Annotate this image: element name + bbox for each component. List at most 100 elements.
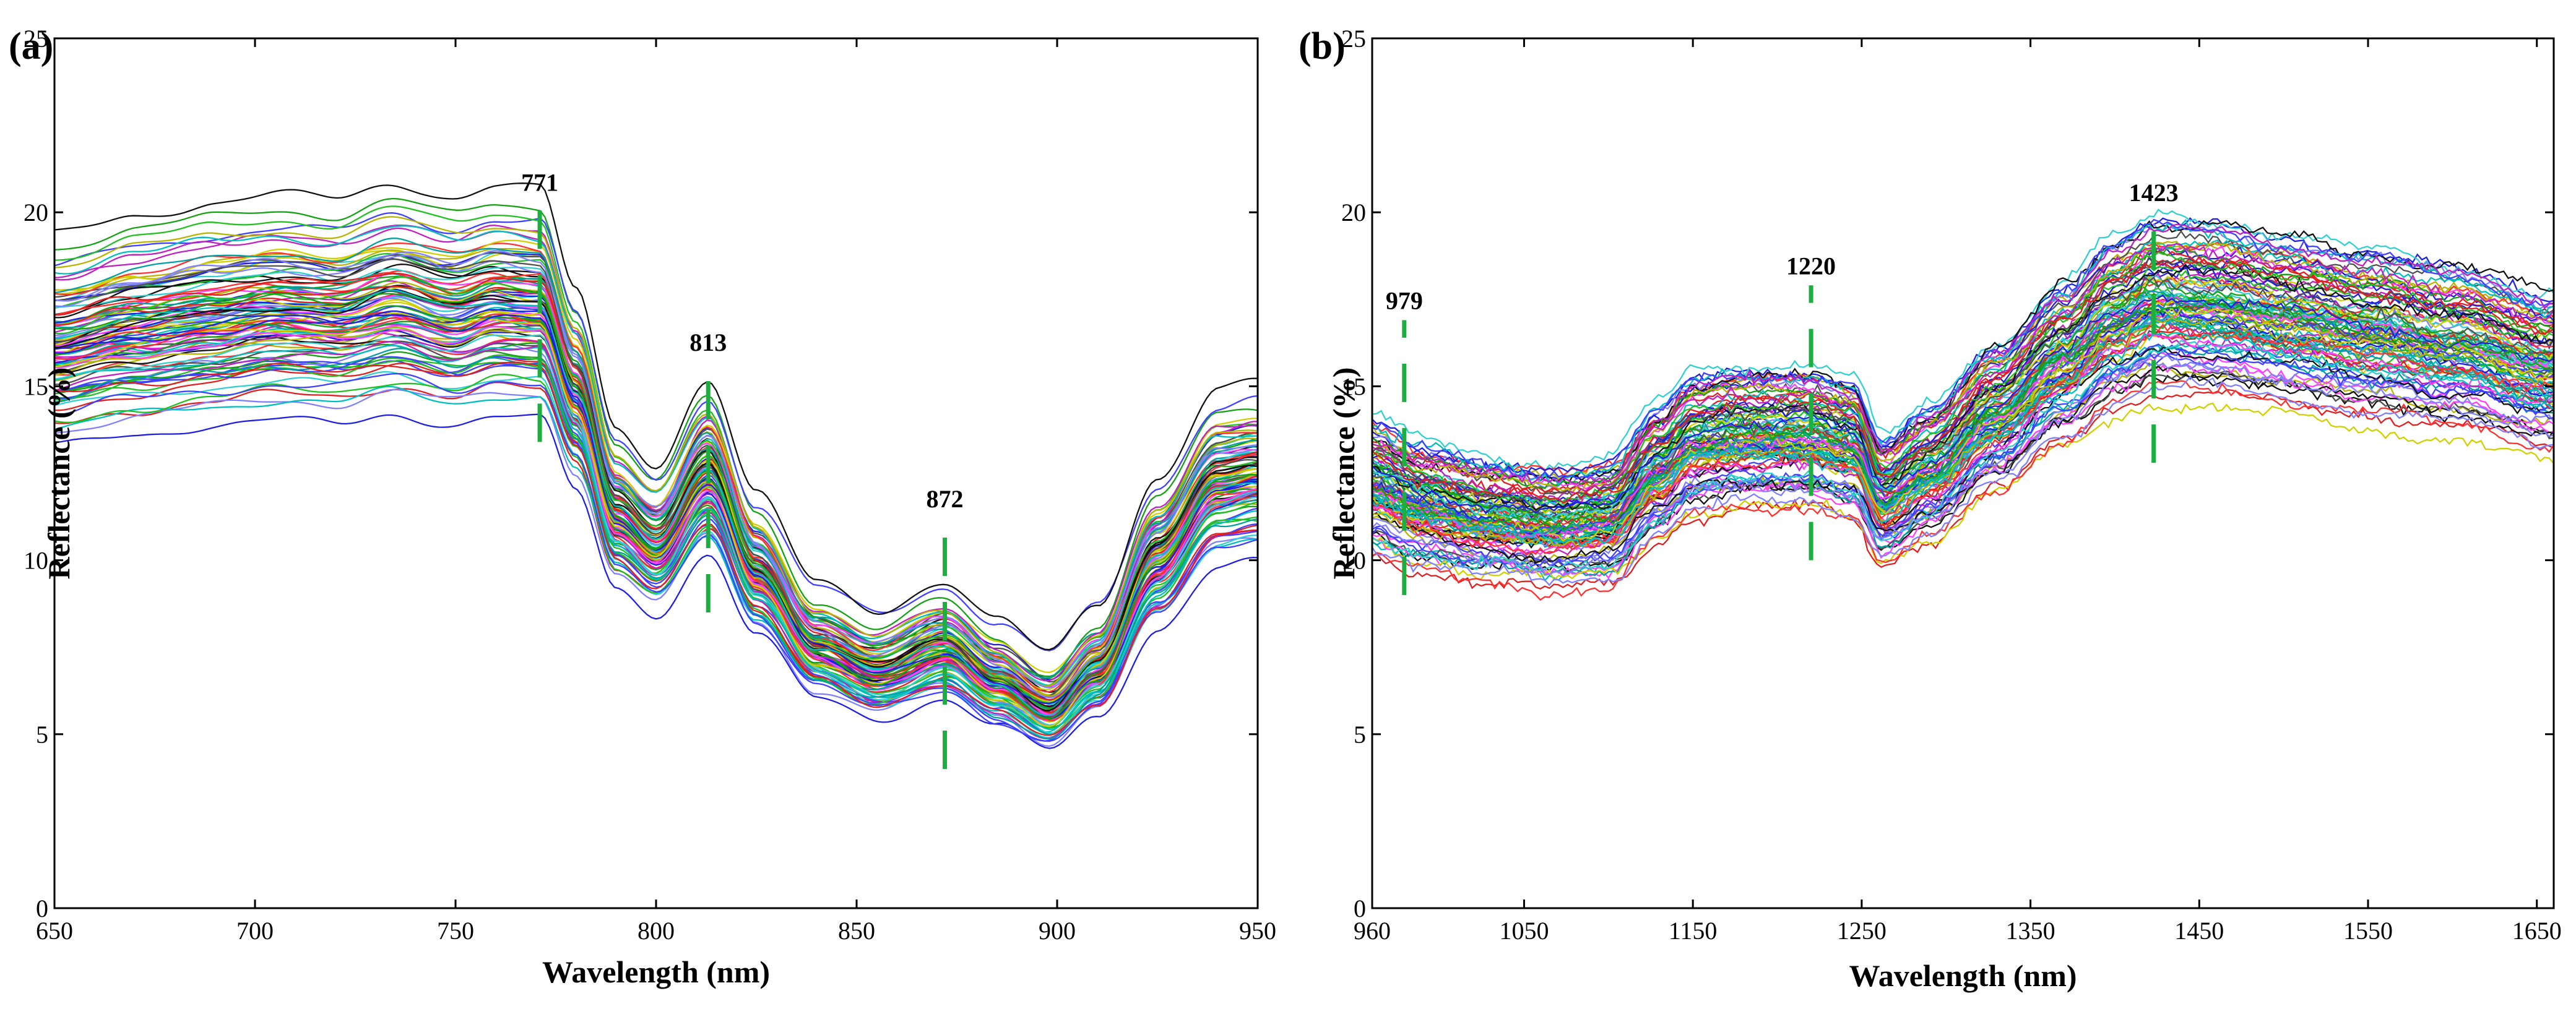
spectrum-line-a-47	[54, 389, 1258, 747]
spectrum-line-b-85	[1372, 223, 2554, 485]
spectrum-line-a-53	[54, 224, 1258, 682]
spectrum-line-a-49	[54, 291, 1258, 701]
y-axis-label-a: Reflectance (%)	[41, 367, 76, 580]
spectrum-line-b-11	[1372, 208, 2554, 473]
x-axis-label-a: Wavelength (nm)	[542, 955, 770, 989]
y-tick-label-b-4: 20	[1341, 199, 1366, 226]
spectrum-line-a-17	[54, 252, 1258, 681]
y-tick-label-a-4: 20	[24, 199, 48, 226]
spectrum-line-a-13	[54, 250, 1258, 690]
spectrum-line-b-41	[1372, 276, 2554, 528]
x-tick-label-a-5: 900	[1039, 917, 1076, 945]
spectrum-line-b-75	[1372, 340, 2554, 571]
x-tick-label-b-1: 1050	[1499, 917, 1549, 945]
spectrum-line-b-61	[1372, 402, 2554, 582]
spectrum-line-b-44	[1372, 244, 2554, 490]
x-tick-label-b-3: 1250	[1837, 917, 1887, 945]
marker-label-a-3: 872	[927, 485, 964, 513]
spectra-curves-b	[1372, 208, 2554, 601]
marker-label-b-3: 1423	[2129, 179, 2179, 207]
y-tick-label-b-5: 25	[1341, 25, 1366, 53]
spectrum-line-a-70	[54, 216, 1258, 687]
spectrum-line-a-97	[54, 314, 1258, 705]
x-tick-label-a-2: 750	[437, 917, 474, 945]
spectrum-line-a-78	[54, 290, 1258, 697]
spectrum-line-a-23	[54, 182, 1258, 651]
x-tick-label-a-4: 850	[838, 917, 875, 945]
panel-a-label: (a)	[9, 25, 53, 67]
spectrum-line-a-93	[54, 312, 1258, 728]
spectrum-line-a-88	[54, 372, 1258, 742]
spectrum-line-a-33	[54, 288, 1258, 721]
spectrum-line-a-85	[54, 340, 1258, 711]
y-tick-label-b-2: 10	[1341, 547, 1366, 575]
plot-frame-b	[1371, 37, 2555, 909]
y-axis-label-b: Reflectance (%)	[1326, 367, 1361, 580]
x-tick-label-b-4: 1350	[2006, 917, 2055, 945]
spectrum-line-b-99	[1372, 299, 2554, 531]
marker-label-b-2: 1220	[1786, 252, 1836, 280]
marker-label-b-1: 979	[1386, 287, 1423, 315]
x-ticks-b: 960 1050 1150 1250 1350 1450 1550 1650	[1354, 38, 2562, 945]
spectrum-line-b-95	[1372, 376, 2554, 586]
marker-label-a-1: 771	[521, 168, 558, 196]
spectrum-line-a-58	[54, 354, 1258, 720]
marker-label-a-2: 813	[689, 328, 727, 356]
spectrum-line-a-8	[54, 212, 1258, 651]
spectrum-line-a-94	[54, 258, 1258, 718]
x-tick-label-b-0: 960	[1354, 917, 1391, 945]
spectrum-line-b-94	[1372, 275, 2554, 500]
x-tick-label-b-5: 1450	[2174, 917, 2224, 945]
spectrum-line-b-100	[1372, 332, 2554, 547]
spectrum-line-a-68	[54, 225, 1258, 687]
spectrum-line-a-84	[54, 345, 1258, 731]
y-ticks-b: 0 5 10 15 20 25	[1341, 25, 2554, 922]
y-tick-label-a-1: 5	[36, 721, 48, 749]
spectrum-line-b-97	[1372, 294, 2554, 515]
y-tick-label-a-5: 25	[24, 25, 48, 53]
spectrum-line-b-82	[1372, 297, 2554, 531]
x-tick-label-b-2: 1150	[1669, 917, 1718, 945]
spectrum-line-b-78	[1372, 304, 2554, 520]
wavelength-markers-b: 979 1220 1423	[1386, 179, 2179, 595]
spectrum-line-a-86	[54, 327, 1258, 697]
spectrum-line-a-98	[54, 361, 1258, 736]
spectrum-line-a-61	[54, 299, 1258, 703]
spectrum-line-b-54	[1372, 241, 2554, 494]
plot-frame-a	[53, 37, 1259, 909]
spectrum-line-b-68	[1372, 218, 2554, 486]
x-tick-label-a-6: 950	[1239, 917, 1276, 945]
y-tick-label-a-3: 15	[24, 372, 48, 400]
x-tick-label-a-1: 700	[236, 917, 274, 945]
x-tick-label-b-7: 1650	[2512, 917, 2562, 945]
panel-b-label: (b)	[1299, 25, 1346, 67]
spectra-curves-a	[54, 182, 1258, 749]
spectrum-line-b-98	[1372, 255, 2554, 504]
spectrum-line-a-82	[54, 285, 1258, 713]
x-tick-label-b-6: 1550	[2343, 917, 2393, 945]
y-tick-label-b-0: 0	[1354, 895, 1366, 922]
wavelength-markers-a: 771 813 872	[521, 168, 964, 770]
spectrum-line-a-37	[54, 225, 1258, 698]
spectrum-line-b-53	[1372, 332, 2554, 557]
spectrum-line-b-89	[1372, 323, 2554, 556]
spectrum-line-b-79	[1372, 359, 2554, 577]
x-tick-label-a-0: 650	[36, 917, 73, 945]
y-tick-label-b-1: 5	[1354, 721, 1366, 749]
spectrum-line-b-86	[1372, 316, 2554, 547]
spectrum-line-b-73	[1372, 380, 2554, 601]
spectrum-line-a-1	[54, 413, 1258, 749]
x-tick-label-a-3: 800	[638, 917, 675, 945]
x-ticks-a: 650 700 750 800 850 900 950	[36, 38, 1276, 945]
spectrum-line-b-96	[1372, 291, 2554, 535]
chart-panel-a: (a) 771 813 872 650 700 750 800 850 900 950 0 5 10…	[9, 25, 1276, 989]
spectrum-line-a-99	[54, 288, 1258, 719]
spectrum-line-a-74	[54, 374, 1258, 729]
y-tick-label-b-3: 15	[1341, 372, 1366, 400]
spectrum-line-b-93	[1372, 307, 2554, 543]
spectrum-line-a-79	[54, 254, 1258, 689]
spectrum-line-a-96	[54, 348, 1258, 740]
spectrum-line-a-95	[54, 250, 1258, 699]
